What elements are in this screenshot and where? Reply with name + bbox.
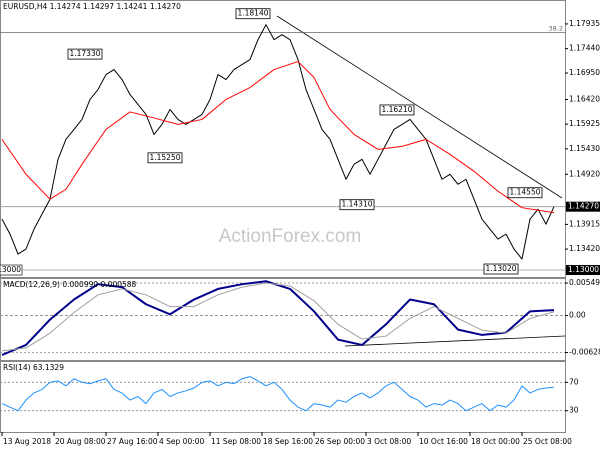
y-tick-label: 1.13915 — [569, 219, 600, 228]
left-tag-label: 1.13000 — [0, 265, 21, 274]
x-tick-label: 27 Aug 16:00 — [107, 437, 158, 446]
macd-trend-line — [344, 335, 566, 347]
y-tick-label: 1.17440 — [569, 44, 600, 53]
annotation-label: 1.18140 — [237, 9, 268, 18]
price-tag — [566, 201, 600, 212]
price-annotation — [339, 199, 375, 211]
price-tag — [566, 265, 600, 276]
annotation-label: 1.17330 — [69, 49, 100, 58]
x-tick-label: 18 Sep 16:00 — [263, 437, 313, 446]
x-tick-label: 11 Sep 08:00 — [211, 437, 261, 446]
y-tick-label: 1.16950 — [569, 68, 600, 77]
x-tick-label: 10 Oct 16:00 — [419, 437, 468, 446]
y-tick-label: -0.006282 — [569, 348, 600, 357]
x-tick-label: 20 Aug 08:00 — [55, 437, 106, 446]
watermark: ActionForex.com — [219, 226, 362, 247]
price-annotation — [235, 8, 271, 20]
y-tick-label: 1.15925 — [569, 119, 600, 128]
x-tick-label: 4 Sep 00:00 — [159, 437, 205, 446]
y-tick-label: 1.16420 — [569, 94, 600, 103]
panel-frame — [0, 0, 566, 278]
panel-title: EURUSD,H4 1.14274 1.14297 1.14241 1.1427… — [3, 2, 181, 11]
y-tick-label: 0.005493 — [569, 278, 600, 287]
series-line — [1, 376, 555, 412]
y-tick-label: 1.15430 — [569, 144, 600, 153]
y-tick-label: 0.00 — [569, 310, 586, 319]
annotation-label: 1.15250 — [149, 153, 180, 162]
trend-line — [276, 15, 563, 199]
price-annotation — [483, 263, 519, 275]
price-tag-label: 1.14270 — [568, 202, 599, 211]
x-tick-label: 26 Sep 00:00 — [315, 437, 365, 446]
annotation-label: 1.13020 — [485, 264, 516, 273]
x-tick-label: 25 Oct 08:00 — [523, 437, 572, 446]
price-annotation — [67, 48, 103, 60]
annotation-label: 1.16210 — [381, 105, 412, 114]
series-line — [1, 61, 555, 214]
price-annotation — [379, 104, 415, 116]
price-annotation — [147, 152, 183, 164]
x-tick-label: 18 Oct 00:00 — [471, 437, 520, 446]
annotation-label: 1.14310 — [341, 200, 372, 209]
y-tick-label: 70 — [569, 377, 579, 386]
x-tick-label: 13 Aug 2018 — [3, 437, 51, 446]
left-tag — [0, 264, 23, 276]
panel-frame — [0, 361, 566, 433]
panel-title: RSI(14) 63.1329 — [3, 363, 64, 372]
fib-label: 38.2 — [549, 25, 563, 33]
price-annotation — [507, 187, 543, 199]
panel-frame — [0, 278, 566, 361]
y-tick-label: 1.14920 — [569, 169, 600, 178]
y-tick-label: 30 — [569, 406, 579, 415]
y-tick-label: 1.13420 — [569, 244, 600, 253]
price-tag-label: 1.13000 — [568, 265, 599, 274]
panel-title: MACD(12,26,9) 0.000990 0.000588 — [3, 280, 137, 289]
series-line — [1, 24, 555, 260]
series-line — [1, 282, 555, 352]
x-tick-label: 3 Oct 08:00 — [367, 437, 411, 446]
y-tick-label: 1.17935 — [569, 19, 600, 28]
annotation-label: 1.14550 — [509, 188, 540, 197]
series-line — [1, 280, 555, 356]
